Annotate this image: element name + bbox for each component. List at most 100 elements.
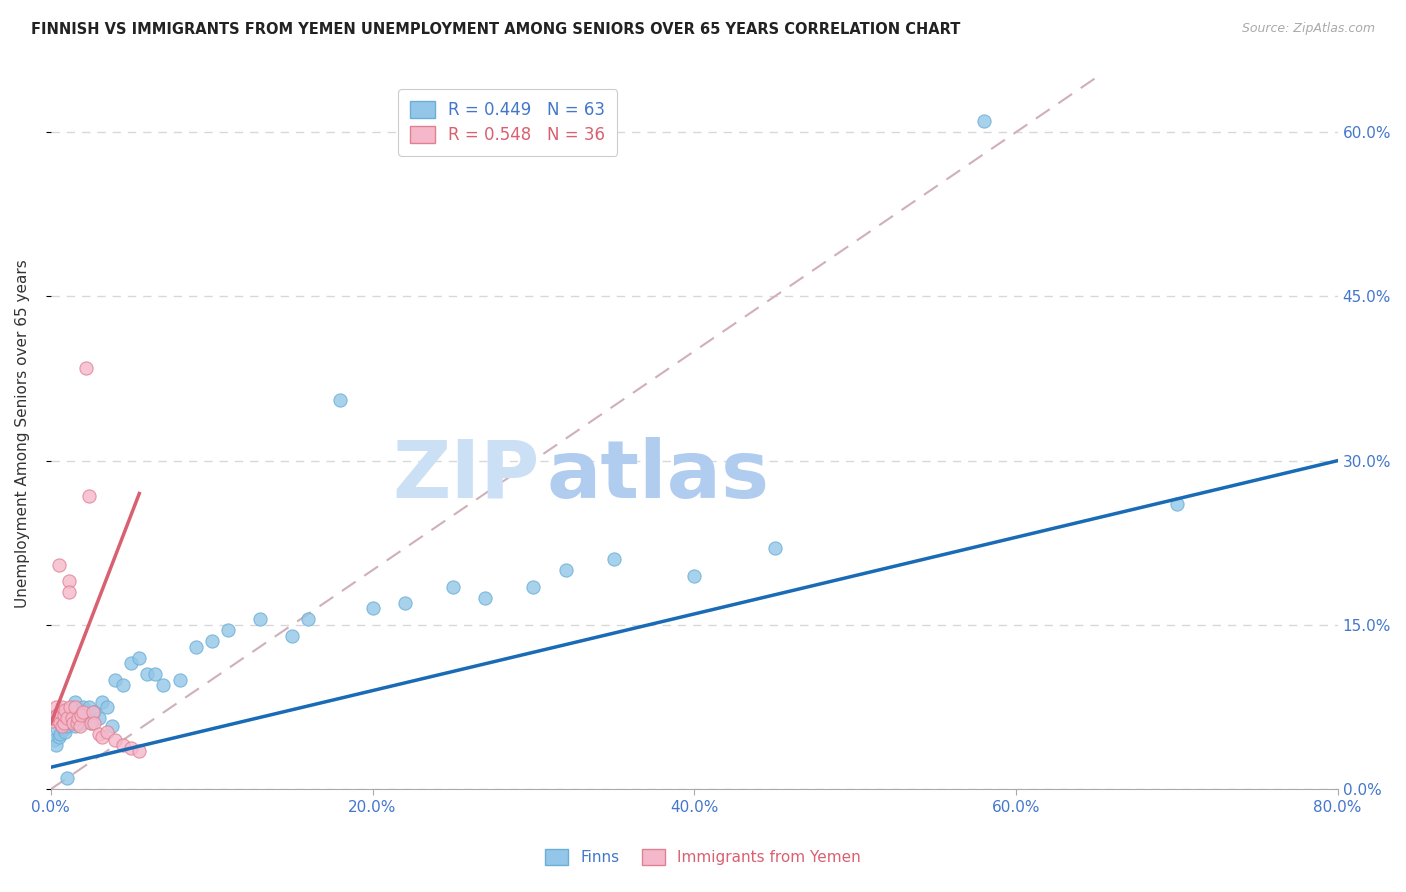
Point [48, 730, 70, 744]
Point [297, 612, 319, 626]
Point [59, 706, 82, 720]
Point [91, 730, 114, 744]
Point [217, 624, 239, 638]
Point [45, 739, 67, 753]
Point [603, 552, 626, 566]
Point [46, 722, 69, 736]
Point [73, 707, 96, 722]
Point [49, 716, 72, 731]
Point [75, 360, 97, 375]
Point [67, 711, 90, 725]
Point [70, 716, 93, 731]
Point [56, 771, 79, 785]
Point [201, 634, 224, 648]
Point [96, 725, 118, 739]
Point [69, 703, 91, 717]
Point [145, 667, 167, 681]
Point [83, 716, 105, 731]
Text: Source: ZipAtlas.com: Source: ZipAtlas.com [1241, 22, 1375, 36]
Point [59, 714, 82, 729]
Point [65, 716, 87, 731]
Text: atlas: atlas [547, 437, 769, 515]
Point [80, 716, 103, 731]
Point [51, 716, 73, 731]
Point [75, 711, 97, 725]
Point [52, 722, 75, 736]
Point [46, 707, 69, 722]
Point [56, 707, 79, 722]
Point [53, 706, 76, 720]
Point [329, 393, 352, 408]
Point [112, 739, 135, 753]
Point [87, 727, 110, 741]
Point [763, 541, 786, 556]
Point [136, 667, 159, 681]
Point [281, 629, 304, 643]
Point [80, 716, 103, 731]
Point [361, 601, 384, 615]
Point [128, 744, 150, 758]
Point [60, 700, 83, 714]
Text: ZIP: ZIP [392, 437, 540, 515]
Point [63, 718, 86, 732]
Point [79, 700, 101, 714]
Point [48, 714, 70, 729]
Point [249, 612, 271, 626]
Point [49, 706, 72, 720]
Point [45, 700, 67, 714]
Point [128, 650, 150, 665]
Point [169, 673, 191, 687]
Point [59, 700, 82, 714]
Point [48, 558, 70, 572]
Point [41, 714, 63, 729]
Point [49, 727, 72, 741]
Point [52, 711, 75, 725]
Point [91, 694, 114, 708]
Point [120, 657, 142, 671]
Point [522, 580, 544, 594]
Point [67, 711, 90, 725]
Point [112, 678, 135, 692]
Point [184, 640, 207, 654]
Point [58, 574, 80, 588]
Point [554, 563, 576, 577]
Point [441, 580, 464, 594]
Point [60, 711, 83, 725]
Point [63, 700, 86, 714]
Legend: R = 0.449   N = 63, R = 0.548   N = 36: R = 0.449 N = 63, R = 0.548 N = 36 [398, 89, 617, 156]
Point [58, 711, 80, 725]
Point [69, 718, 91, 732]
Point [83, 706, 105, 720]
Point [683, 568, 706, 582]
Point [58, 703, 80, 717]
Point [973, 114, 995, 128]
Point [53, 725, 76, 739]
Point [51, 718, 73, 732]
Point [65, 706, 87, 720]
Point [394, 596, 416, 610]
Point [62, 707, 84, 722]
Point [63, 694, 86, 708]
Point [82, 706, 104, 720]
Point [53, 703, 76, 717]
Legend: Finns, Immigrants from Yemen: Finns, Immigrants from Yemen [538, 843, 868, 871]
Point [87, 711, 110, 725]
Point [52, 716, 75, 731]
Point [96, 700, 118, 714]
Point [56, 718, 79, 732]
Point [104, 673, 127, 687]
Y-axis label: Unemployment Among Seniors over 65 years: Unemployment Among Seniors over 65 years [15, 259, 30, 607]
Point [79, 489, 101, 503]
Point [104, 732, 127, 747]
Point [42, 732, 65, 747]
Point [58, 585, 80, 599]
Point [56, 711, 79, 725]
Point [70, 707, 93, 722]
Point [72, 700, 94, 714]
Point [42, 711, 65, 725]
Point [120, 740, 142, 755]
Point [62, 716, 84, 731]
Point [1166, 498, 1188, 512]
Point [51, 700, 73, 714]
Point [72, 706, 94, 720]
